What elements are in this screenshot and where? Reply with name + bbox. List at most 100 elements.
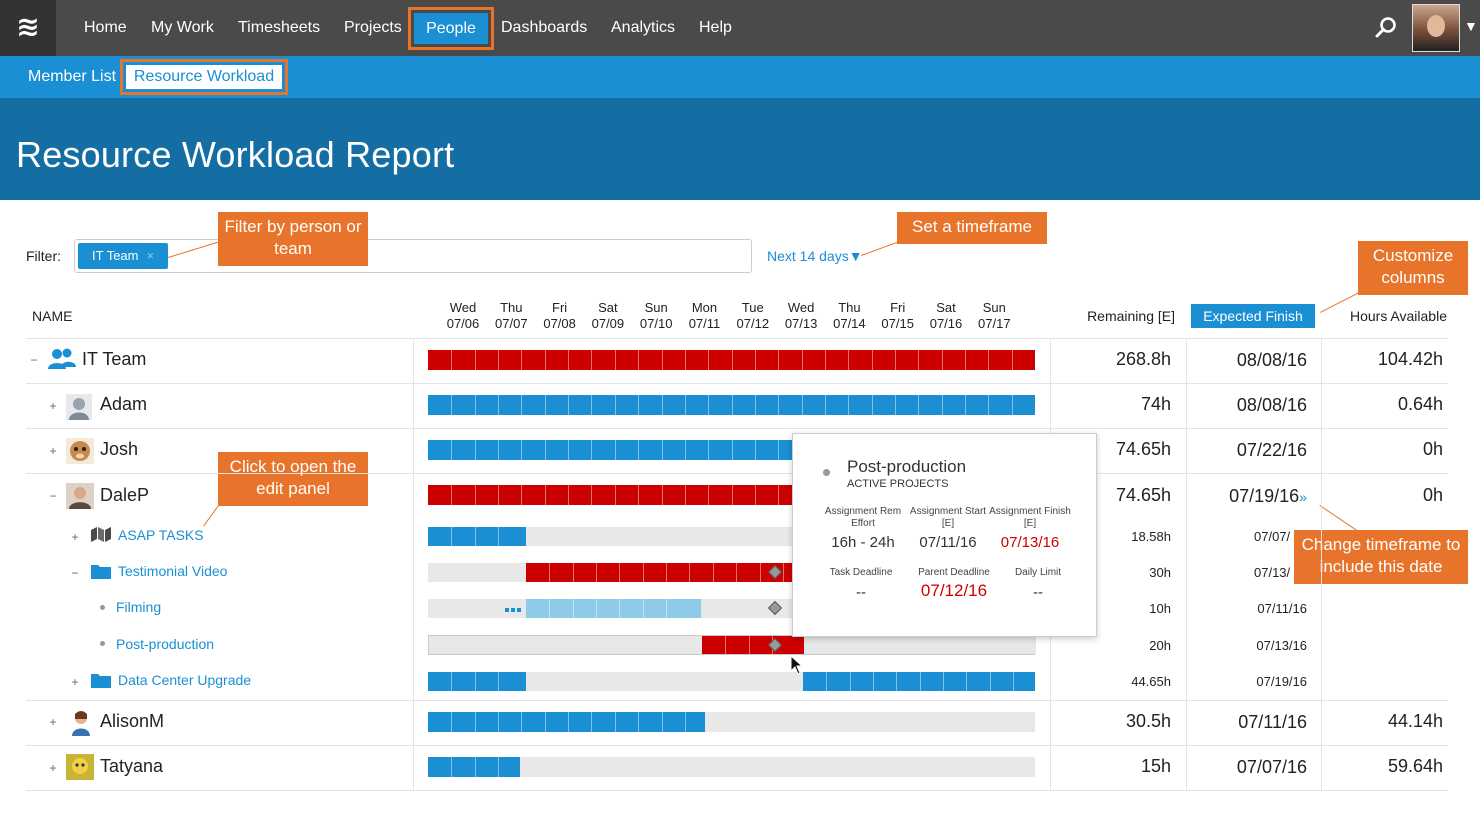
avatar-icon [66, 394, 92, 420]
app-logo-icon[interactable]: ≋ [0, 0, 56, 56]
day-cell-divider [614, 395, 616, 415]
workload-bar-selected[interactable] [428, 635, 1036, 655]
workload-bar[interactable] [428, 672, 1035, 691]
row-divider [26, 790, 1448, 791]
row-name-it-team[interactable]: IT Team [82, 349, 147, 369]
workload-bar[interactable] [428, 395, 1035, 415]
row-name-filming[interactable]: Filming [116, 599, 162, 615]
collapse-toggle[interactable]: − [30, 353, 38, 367]
day-cell-divider [568, 712, 570, 732]
nav-timesheets[interactable]: Timesheets [238, 19, 321, 36]
day-cell-divider [759, 563, 761, 582]
tooltip-value: 16h - 24h [831, 534, 895, 551]
column-header-remaining[interactable]: Remaining [E] [1087, 308, 1175, 324]
day-cell-divider [614, 440, 616, 460]
row-divider [26, 428, 1448, 429]
row-name-dalep[interactable]: DaleP [100, 485, 150, 505]
tasks-icon [91, 527, 111, 542]
nav-analytics[interactable]: Analytics [611, 19, 676, 36]
tooltip-label: Task Deadline [829, 567, 893, 578]
day-cell-divider [549, 599, 551, 618]
collapse-toggle[interactable]: − [49, 489, 57, 503]
mouse-cursor-icon [790, 655, 804, 675]
workload-segment [520, 757, 1035, 777]
day-cell-divider [896, 672, 898, 691]
search-icon[interactable] [1374, 16, 1398, 40]
row-name-alisonm[interactable]: AlisonM [100, 711, 165, 731]
day-date: 07/14 [833, 316, 866, 331]
day-cell-divider [941, 395, 943, 415]
row-name-post-production[interactable]: Post-production [116, 636, 215, 652]
day-cell-divider [451, 350, 453, 370]
column-header-hours-available[interactable]: Hours Available [1349, 308, 1447, 324]
nav-help[interactable]: Help [699, 19, 732, 36]
expected-finish-value: 07/11/16 [1238, 712, 1307, 732]
expand-toggle[interactable]: + [49, 761, 57, 775]
day-cell-divider [661, 350, 663, 370]
hours-available-value: 59.64h [1387, 756, 1443, 776]
day-of-week: Thu [838, 300, 861, 315]
nav-home[interactable]: Home [84, 19, 127, 36]
day-cell-divider [661, 712, 663, 732]
row-divider [26, 745, 1448, 746]
workload-segment [702, 636, 804, 654]
close-icon[interactable]: × [146, 248, 155, 263]
subnav-member-list[interactable]: Member List [28, 68, 117, 85]
day-cell-divider [591, 350, 593, 370]
expand-toggle[interactable]: + [49, 399, 57, 413]
day-cell-divider [451, 757, 453, 777]
row-name-asap-tasks[interactable]: ASAP TASKS [118, 527, 204, 543]
row-name-josh[interactable]: Josh [100, 439, 139, 459]
day-cell-divider [498, 712, 500, 732]
nav-people[interactable]: People [414, 13, 488, 44]
filter-label: Filter: [26, 248, 61, 264]
expand-toggle[interactable]: + [49, 715, 57, 729]
collapse-toggle[interactable]: − [71, 566, 79, 580]
user-avatar[interactable] [1412, 4, 1460, 52]
day-cell-divider [498, 440, 500, 460]
day-cell-divider [498, 757, 500, 777]
filter-chip[interactable]: IT Team × [78, 243, 169, 269]
nav-projects[interactable]: Projects [344, 19, 402, 36]
timeframe-dropdown[interactable]: Next 14 days▼ [767, 248, 863, 264]
workload-bar[interactable] [428, 350, 1035, 370]
extend-timeframe-icon[interactable]: » [1299, 489, 1307, 505]
workload-segment [803, 672, 1035, 691]
day-cell-divider [451, 527, 453, 546]
tooltip-label: Daily Limit [1014, 567, 1062, 578]
row-name-tatyana[interactable]: Tatyana [100, 756, 164, 776]
day-cell-divider [778, 485, 780, 505]
filter-input[interactable]: IT Team × [74, 239, 752, 273]
workload-bar[interactable] [428, 712, 1035, 732]
day-cell-divider [521, 440, 523, 460]
day-cell-divider [474, 672, 476, 691]
expand-toggle[interactable]: + [71, 675, 79, 689]
expand-toggle[interactable]: + [71, 530, 79, 544]
day-header: Sun 07/10 [632, 300, 680, 332]
day-header: Sun 07/17 [970, 300, 1018, 332]
tooltip-label: Parent Deadline [918, 567, 990, 578]
nav-my-work[interactable]: My Work [151, 19, 214, 36]
tooltip-value: 07/11/16 [919, 534, 977, 551]
subnav-resource-workload[interactable]: Resource Workload [126, 65, 282, 89]
expected-finish-value: 08/08/16 [1236, 350, 1307, 370]
callout-change-timeframe: Change timeframe to include this date [1294, 530, 1468, 584]
chevron-down-icon[interactable]: ▼ [1464, 18, 1478, 34]
day-cell-divider [965, 350, 967, 370]
row-name-data-center-upgrade[interactable]: Data Center Upgrade [118, 672, 252, 688]
nav-dashboards[interactable]: Dashboards [501, 19, 588, 36]
row-name-adam[interactable]: Adam [100, 394, 148, 414]
workload-bar[interactable] [428, 757, 1035, 777]
day-cell-divider [474, 350, 476, 370]
day-header: Sat 07/16 [922, 300, 970, 332]
column-header-name[interactable]: NAME [32, 308, 73, 324]
remaining-value: 74h [1140, 394, 1171, 414]
day-of-week: Thu [500, 300, 523, 315]
row-name-testimonial-video[interactable]: Testimonial Video [118, 563, 228, 579]
day-cell-divider [642, 563, 644, 582]
day-cell-divider [801, 395, 803, 415]
column-header-expected-finish[interactable]: Expected Finish [1191, 304, 1315, 328]
day-cell-divider [591, 712, 593, 732]
day-date: 07/16 [929, 316, 963, 331]
expand-toggle[interactable]: + [49, 444, 57, 458]
